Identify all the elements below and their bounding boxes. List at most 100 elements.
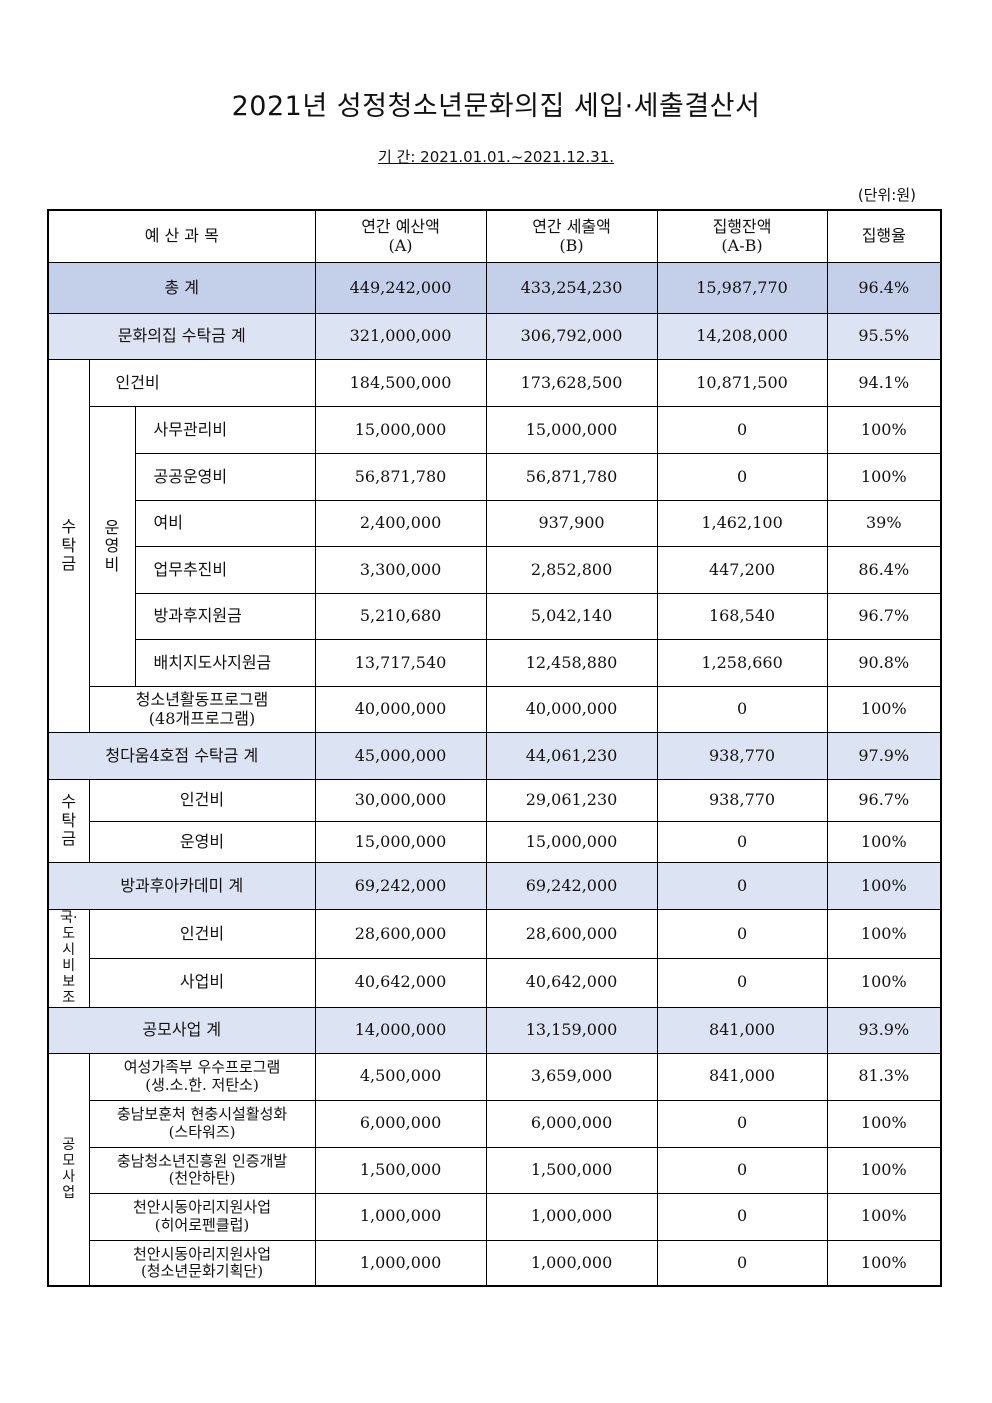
row-spent: 6,000,000 bbox=[485, 1099, 658, 1148]
section-label: 공모사업 계 bbox=[47, 1006, 316, 1054]
section-label: 청다움4호점 수탁금 계 bbox=[47, 732, 316, 780]
section-spent: 69,242,000 bbox=[485, 862, 658, 910]
table-row: 천안시동아리지원사업 (청소년문화기획단) 1,000,000 1,000,000… bbox=[48, 1239, 942, 1287]
row-spent: 173,628,500 bbox=[485, 359, 658, 407]
row-budget: 13,717,540 bbox=[314, 639, 487, 687]
section-rate: 95.5% bbox=[826, 313, 942, 360]
section-budget: 45,000,000 bbox=[314, 732, 487, 780]
row-spent: 40,000,000 bbox=[485, 686, 658, 733]
row-budget: 40,000,000 bbox=[314, 686, 487, 733]
table-row: 청소년활동프로그램 (48개프로그램) 40,000,000 40,000,000… bbox=[48, 686, 942, 733]
row-balance: 938,770 bbox=[656, 779, 828, 822]
table-row: 방과후지원금 5,210,680 5,042,140 168,540 96.7% bbox=[48, 593, 942, 640]
row-label: 충남청소년진흥원 인증개발 (천안하탄) bbox=[88, 1146, 316, 1194]
row-spent: 15,000,000 bbox=[485, 406, 658, 454]
row-balance: 168,540 bbox=[656, 593, 828, 640]
period-text: 기 간: 2021.01.01.~2021.12.31. bbox=[377, 148, 615, 166]
row-balance: 0 bbox=[656, 909, 828, 959]
row-label: 충남보훈처 현충시설활성화 (스타워즈) bbox=[88, 1099, 316, 1148]
section-balance: 14,208,000 bbox=[656, 313, 828, 360]
row-budget: 2,400,000 bbox=[314, 500, 487, 547]
row-balance: 0 bbox=[656, 453, 828, 501]
row-label: 사무관리비 bbox=[134, 406, 316, 454]
row-spent: 3,659,000 bbox=[485, 1052, 658, 1101]
header-budget: 연간 예산액 (A) bbox=[314, 209, 487, 263]
row-label: 천안시동아리지원사업 (히어로펜클럽) bbox=[88, 1192, 316, 1241]
row-balance: 1,462,100 bbox=[656, 500, 828, 547]
section-spent: 44,061,230 bbox=[485, 732, 658, 780]
header-item: 예 산 과 목 bbox=[47, 209, 316, 263]
row-spent: 1,000,000 bbox=[485, 1192, 658, 1241]
row-budget: 6,000,000 bbox=[314, 1099, 487, 1148]
row-rate: 100% bbox=[826, 1099, 942, 1148]
row-label: 인건비 bbox=[88, 779, 316, 822]
table-row: 충남보훈처 현충시설활성화 (스타워즈) 6,000,000 6,000,000 … bbox=[48, 1099, 942, 1148]
section-balance: 938,770 bbox=[656, 732, 828, 780]
row-rate: 100% bbox=[826, 909, 942, 959]
section-label: 방과후아카데미 계 bbox=[47, 862, 316, 910]
row-rate: 100% bbox=[826, 406, 942, 454]
header-row: 예 산 과 목 연간 예산액 (A) 연간 세출액 (B) 집행잔액 (A-B) 집행… bbox=[47, 209, 942, 263]
row-label: 사업비 bbox=[88, 957, 316, 1008]
row-budget: 184,500,000 bbox=[314, 359, 487, 407]
section-label: 문화의집 수탁금 계 bbox=[47, 313, 316, 360]
row-budget: 15,000,000 bbox=[314, 406, 487, 454]
row-budget: 1,500,000 bbox=[314, 1146, 487, 1194]
section-rate: 93.9% bbox=[826, 1006, 942, 1054]
row-rate: 90.8% bbox=[826, 639, 942, 687]
table-row: 사업비 40,642,000 40,642,000 0 100% bbox=[48, 957, 942, 1008]
section-rate: 100% bbox=[826, 862, 942, 910]
row-rate: 100% bbox=[826, 1192, 942, 1241]
row-balance: 0 bbox=[656, 957, 828, 1008]
table-row: 천안시동아리지원사업 (히어로펜클럽) 1,000,000 1,000,000 0… bbox=[48, 1192, 942, 1241]
row-spent: 15,000,000 bbox=[485, 821, 658, 863]
table-row: 업무추진비 3,300,000 2,852,800 447,200 86.4% bbox=[48, 546, 942, 594]
section-subtotal-row: 청다움4호점 수탁금 계 45,000,000 44,061,230 938,7… bbox=[47, 732, 942, 780]
row-balance: 0 bbox=[656, 406, 828, 454]
row-rate: 100% bbox=[826, 821, 942, 863]
total-row: 총 계 449,242,000 433,254,230 15,987,770 9… bbox=[47, 262, 942, 314]
total-budget: 449,242,000 bbox=[314, 262, 487, 314]
row-label: 방과후지원금 bbox=[134, 593, 316, 640]
row-spent: 5,042,140 bbox=[485, 593, 658, 640]
total-balance: 15,987,770 bbox=[656, 262, 828, 314]
header-rate: 집행율 bbox=[826, 209, 942, 263]
header-spent: 연간 세출액 (B) bbox=[485, 209, 658, 263]
row-budget: 1,000,000 bbox=[314, 1192, 487, 1241]
row-budget: 5,210,680 bbox=[314, 593, 487, 640]
section-subtotal-row: 방과후아카데미 계 69,242,000 69,242,000 0 100% bbox=[47, 862, 942, 910]
row-rate: 100% bbox=[826, 1239, 942, 1287]
row-label: 업무추진비 bbox=[134, 546, 316, 594]
budget-table: 예 산 과 목 연간 예산액 (A) 연간 세출액 (B) 집행잔액 (A-B) 집행… bbox=[47, 209, 943, 1288]
row-balance: 1,258,660 bbox=[656, 639, 828, 687]
row-rate: 86.4% bbox=[826, 546, 942, 594]
row-label: 청소년활동프로그램 (48개프로그램) bbox=[88, 686, 316, 733]
table-row: 국· 도 시 비 보 조 인건비 28,600,000 28,600,000 0 100% bbox=[47, 909, 942, 1008]
row-balance: 0 bbox=[656, 1146, 828, 1194]
table-row: 운영비 15,000,000 15,000,000 0 100% bbox=[48, 821, 942, 863]
row-spent: 56,871,780 bbox=[485, 453, 658, 501]
section-subtotal-row: 문화의집 수탁금 계 321,000,000 306,792,000 14,20… bbox=[47, 313, 942, 360]
row-balance: 0 bbox=[656, 821, 828, 863]
section-budget: 321,000,000 bbox=[314, 313, 487, 360]
total-spent: 433,254,230 bbox=[485, 262, 658, 314]
row-rate: 100% bbox=[826, 453, 942, 501]
row-label: 천안시동아리지원사업 (청소년문화기획단) bbox=[88, 1239, 316, 1287]
row-label: 배치지도사지원금 bbox=[134, 639, 316, 687]
period-line: 기 간: 2021.01.01.~2021.12.31. bbox=[0, 146, 992, 167]
row-balance: 0 bbox=[656, 1239, 828, 1287]
row-spent: 2,852,800 bbox=[485, 546, 658, 594]
row-spent: 937,900 bbox=[485, 500, 658, 547]
row-budget: 15,000,000 bbox=[314, 821, 487, 863]
section-balance: 841,000 bbox=[656, 1006, 828, 1054]
section-budget: 69,242,000 bbox=[314, 862, 487, 910]
row-budget: 28,600,000 bbox=[314, 909, 487, 959]
row-rate: 100% bbox=[826, 1146, 942, 1194]
